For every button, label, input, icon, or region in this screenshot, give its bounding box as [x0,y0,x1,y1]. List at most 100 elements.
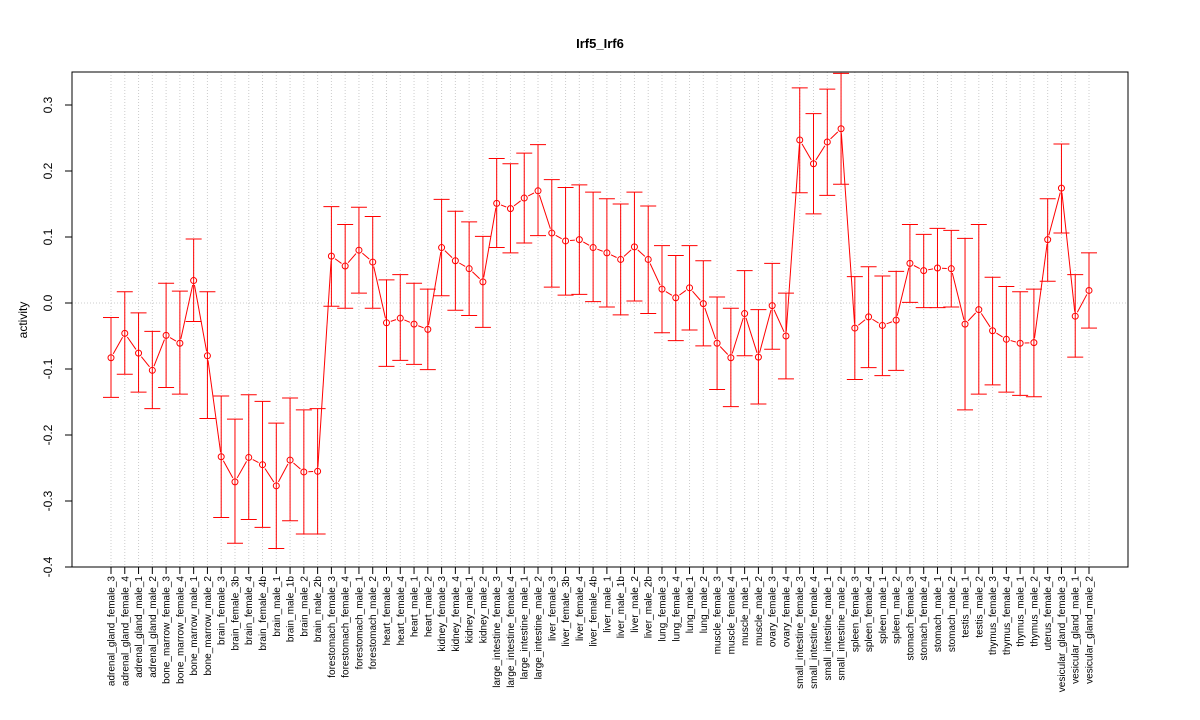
series-segment [1034,244,1048,339]
data-point [851,324,859,332]
x-tick-label: small_intestine_male_1 [823,576,834,681]
x-tick-label: adrenal_gland_female_3 [107,576,118,687]
data-points [107,125,1093,490]
data-point [1085,286,1093,294]
data-point [823,138,831,146]
series-segment [872,318,879,324]
y-tick-label: 0.1 [41,228,55,245]
series-segment [500,204,507,208]
series-segment [483,207,497,278]
series-segment [665,291,673,296]
series-segment [692,290,701,301]
x-tick-label: thymus_female_3 [988,576,999,655]
data-point [341,262,349,270]
data-point [658,285,666,293]
data-point [947,265,955,273]
data-point [837,125,845,133]
data-point [396,314,404,322]
series-segment [252,459,259,464]
data-point [989,327,997,335]
x-tick-label: brain_female_3 [217,576,228,645]
data-point [933,264,941,272]
data-point [259,461,267,469]
data-point [630,243,638,251]
data-point [920,267,928,275]
data-point [217,453,225,461]
series-segment [347,253,357,263]
data-point [410,320,418,328]
data-point [272,482,280,490]
series-segment [373,266,386,319]
x-tick-label: liver_male_1 [602,576,613,633]
x-tick-label: small_intestine_male_2 [837,576,848,681]
x-tick-label: stomach_male_2 [947,576,958,653]
series-segment [555,234,562,240]
data-point [479,278,487,286]
series-segment [112,337,123,355]
x-tick-label: spleen_female_3 [850,576,861,653]
data-point [148,366,156,374]
series-segment [169,337,177,342]
data-point [121,329,129,337]
x-tick-label: liver_female_3b [561,576,572,647]
x-tick-label: brain_female_3b [230,576,241,651]
x-tick-label: thymus_female_4 [1002,576,1013,655]
series-segment [610,254,617,258]
series-segment [967,312,977,322]
data-point [465,265,473,273]
series-segment [404,319,411,323]
y-tick-label: 0.3 [41,96,55,113]
data-point [520,194,528,202]
x-tick-label: testis_male_1 [961,576,972,638]
data-point [162,331,170,339]
series-segment [896,267,910,316]
data-point [382,319,390,327]
x-tick-label: kidney_female_3 [437,576,448,652]
data-point [865,313,873,321]
data-point [754,353,762,361]
series-segment [951,272,965,320]
series-segment [418,325,424,329]
x-tick-label: vesicular_gland_male_1 [1071,576,1082,684]
x-tick-label: muscle_female_3 [713,576,724,655]
error-bars [103,72,1097,550]
series-segment [527,192,535,197]
series-segment [913,265,920,270]
x-tick-label: heart_female_4 [396,576,407,646]
data-point [699,300,707,308]
data-point [892,316,900,324]
data-point [327,252,335,260]
series-segment [264,468,275,483]
data-point [686,284,694,292]
data-point [603,249,611,257]
data-point [314,467,322,475]
x-tick-label: stomach_female_4 [919,576,930,661]
series-segment [126,336,137,350]
series-segment [236,461,247,479]
y-tick-label: -0.2 [41,424,55,445]
x-tick-label: heart_male_1 [410,576,421,638]
x-tick-label: lung_male_2 [699,576,710,634]
data-point [961,320,969,328]
y-axis-label: activity [16,302,30,339]
x-tick-label: thymus_male_1 [1016,576,1027,647]
data-point [782,332,790,340]
series-segment [222,460,234,479]
series-segment [649,263,661,286]
x-tick-label: brain_male_1 [272,576,283,637]
data-point [369,258,377,266]
data-point [1057,184,1065,192]
x-tick-label: uterus_female_4 [1043,576,1054,651]
series-segment [428,251,442,326]
data-point [1030,339,1038,347]
series-segment [1010,340,1016,343]
y-tick-label: -0.4 [41,556,55,577]
data-point [589,244,597,252]
series-segment [801,143,812,161]
series-segment [980,313,991,328]
plot-frame [71,71,1129,568]
x-tick-label: forestomach_male_1 [354,576,365,670]
x-tick-label: large_intestine_female_4 [506,576,517,688]
